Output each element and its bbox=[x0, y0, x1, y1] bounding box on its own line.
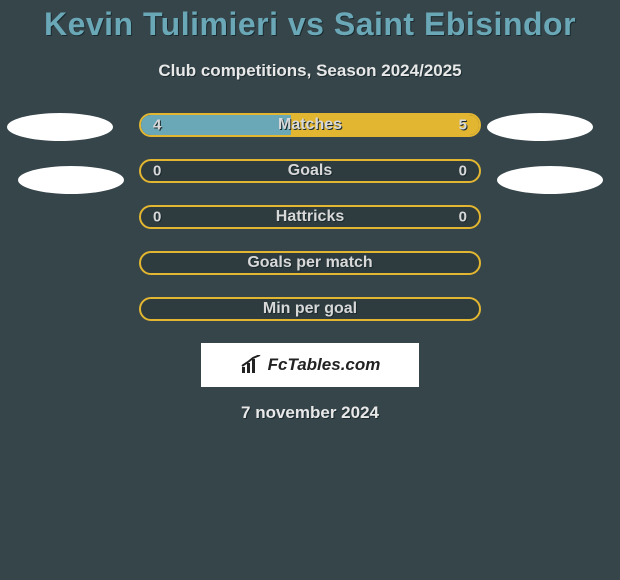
logo-text: FcTables.com bbox=[268, 355, 381, 375]
bar-fill-left bbox=[141, 115, 291, 135]
player-portrait-placeholder bbox=[497, 166, 603, 194]
stat-bar: Goals per match bbox=[139, 251, 481, 275]
page-title: Kevin Tulimieri vs Saint Ebisindor bbox=[0, 0, 620, 43]
bars-container: 4 5 Matches 0 0 Goals 0 0 Hattricks Goals per mat… bbox=[139, 113, 481, 321]
stat-value-right: 0 bbox=[459, 209, 467, 226]
player-portrait-placeholder bbox=[7, 113, 113, 141]
stat-bar: 0 0 Hattricks bbox=[139, 205, 481, 229]
comparison-stage: 4 5 Matches 0 0 Goals 0 0 Hattricks Goals per mat… bbox=[0, 113, 620, 321]
stat-label: Goals per match bbox=[247, 254, 372, 272]
page-subtitle: Club competitions, Season 2024/2025 bbox=[0, 61, 620, 81]
player-portrait-placeholder bbox=[487, 113, 593, 141]
stat-bar: 4 5 Matches bbox=[139, 113, 481, 137]
stat-value-left: 0 bbox=[153, 209, 161, 226]
player-portrait-placeholder bbox=[18, 166, 124, 194]
stat-value-right: 5 bbox=[459, 117, 467, 134]
chart-icon bbox=[240, 355, 262, 375]
stat-value-left: 0 bbox=[153, 163, 161, 180]
stat-label: Goals bbox=[288, 162, 332, 180]
date-text: 7 november 2024 bbox=[0, 403, 620, 423]
stat-value-left: 4 bbox=[153, 117, 161, 134]
stat-label: Min per goal bbox=[263, 300, 357, 318]
stat-value-right: 0 bbox=[459, 163, 467, 180]
stat-bar: Min per goal bbox=[139, 297, 481, 321]
stat-bar: 0 0 Goals bbox=[139, 159, 481, 183]
stat-label: Hattricks bbox=[276, 208, 344, 226]
stat-label: Matches bbox=[278, 116, 342, 134]
logo-box[interactable]: FcTables.com bbox=[201, 343, 419, 387]
